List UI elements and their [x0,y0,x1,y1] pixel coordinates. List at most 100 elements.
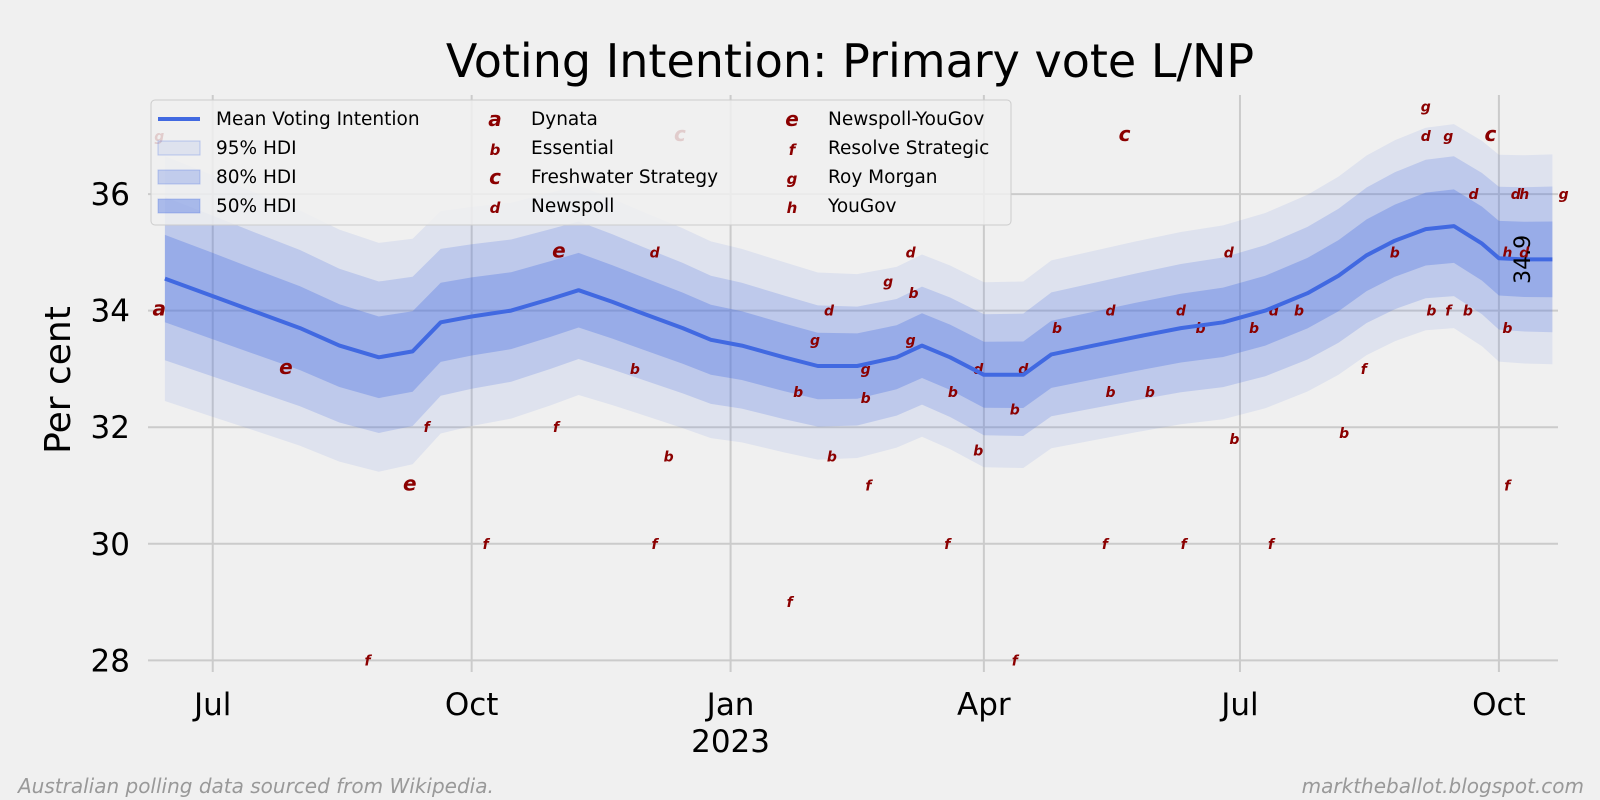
poll-marker: d [1176,304,1187,320]
poll-marker: g [861,362,871,378]
legend-label: Essential [531,138,614,159]
poll-marker: b [908,286,918,302]
legend-label: Dynata [531,109,598,130]
poll-marker: b [1105,385,1115,401]
x-tick-label: Oct [445,687,499,723]
legend-label: Freshwater Strategy [531,167,718,188]
legend-label: 80% HDI [216,167,297,188]
poll-marker: d [1421,129,1432,145]
poll-marker: b [1502,321,1512,337]
legend-band-swatch [157,140,201,156]
poll-marker: b [1196,321,1206,337]
chart-title: Voting Intention: Primary vote L/NP [446,34,1254,88]
poll-marker: f [1445,304,1453,320]
poll-marker: b [1010,403,1020,419]
y-tick-label: 34 [91,294,130,330]
poll-marker: d [1519,245,1530,261]
poll-marker: g [1559,187,1569,203]
footer-source: Australian polling data sourced from Wik… [16,774,494,798]
legend-band-swatch [157,198,201,214]
legend-label: Newspoll-YouGov [828,109,984,130]
poll-marker: d [906,245,917,261]
y-axis-label: Per cent [38,306,79,454]
poll-marker: b [1463,304,1473,320]
poll-marker: e [403,471,417,495]
poll-marker: c [1119,122,1131,146]
mean-voting-intention-line [164,224,1553,377]
x-tick-label: Apr [957,687,1011,723]
legend-label: 95% HDI [216,138,297,159]
legend-pollster-marker: d [490,199,501,217]
poll-marker: b [948,385,958,401]
poll-marker: b [1052,321,1062,337]
poll-marker: f [1504,478,1512,494]
poll-marker: b [1249,321,1259,337]
poll-marker: f [1181,537,1189,553]
legend-box [150,99,1012,226]
poll-marker: e [552,238,566,262]
poll-marker: d [1511,187,1522,203]
poll-marker: b [1294,304,1304,320]
poll-marker: h [1519,187,1529,203]
footer-credit: marktheballot.blogspot.com [1302,774,1584,798]
poll-marker: b [793,385,803,401]
hdi-band-2 [164,156,1553,436]
poll-marker: f [865,478,873,494]
poll-marker: f [1268,537,1276,553]
poll-marker: d [1105,304,1116,320]
poll-marker: f [944,537,952,553]
legend: Mean Voting Intention 95% HDI 80% HDI 50% H… [150,99,1012,226]
poll-marker: b [1426,304,1436,320]
poll-marker: b [827,449,837,465]
poll-marker: f [553,420,561,436]
legend-label: Mean Voting Intention [216,109,420,130]
poll-marker: d [1269,304,1280,320]
y-tick-label: 32 [91,410,130,446]
legend-pollster-marker: h [787,199,798,217]
poll-marker: f [424,420,432,436]
legend-label: YouGov [827,196,897,217]
poll-marker: f [1361,362,1369,378]
legend-label: Roy Morgan [828,167,938,188]
poll-marker: h [1502,245,1512,261]
poll-marker: e [279,355,293,379]
legend-pollster-marker: c [489,165,501,189]
poll-marker: f [1102,537,1110,553]
legend-band-swatch [157,169,201,185]
poll-marker: f [364,653,372,669]
y-tick-label: 28 [91,643,130,679]
poll-marker: b [973,444,983,460]
poll-marker: f [483,537,491,553]
axes: 28 30 32 34 36 Jul Oct Jan Apr Jul Oct 2023 [91,177,1526,760]
poll-marker: f [787,595,795,611]
x-year-label: 2023 [691,724,770,760]
poll-marker: b [664,449,674,465]
legend-pollster-marker: b [490,141,501,159]
legend-pollster-marker: f [789,141,798,159]
legend-pollster-marker: g [787,170,798,188]
poll-marker: a [153,297,167,321]
legend-pollster-marker: e [785,107,799,131]
poll-marker: b [1145,385,1155,401]
legend-pollster-marker: a [488,107,502,131]
poll-marker: d [824,304,835,320]
y-tick-label: 30 [91,527,130,563]
poll-marker: g [883,275,893,291]
poll-marker: f [1012,653,1020,669]
x-tick-label: Jul [192,687,231,723]
poll-marker: g [906,333,916,349]
poll-marker: d [1224,245,1235,261]
legend-label: 50% HDI [216,196,297,217]
poll-marker: f [652,537,660,553]
end-value-label: 34.9 [1511,235,1536,284]
x-tick-label: Jul [1219,687,1258,723]
poll-marker: g [810,333,820,349]
poll-marker: d [650,245,661,261]
legend-label: Resolve Strategic [828,138,989,159]
poll-marker: b [861,391,871,407]
x-tick-label: Oct [1472,687,1526,723]
hdi-band-3 [164,189,1553,408]
poll-marker: c [1485,122,1497,146]
poll-marker: b [1339,426,1349,442]
